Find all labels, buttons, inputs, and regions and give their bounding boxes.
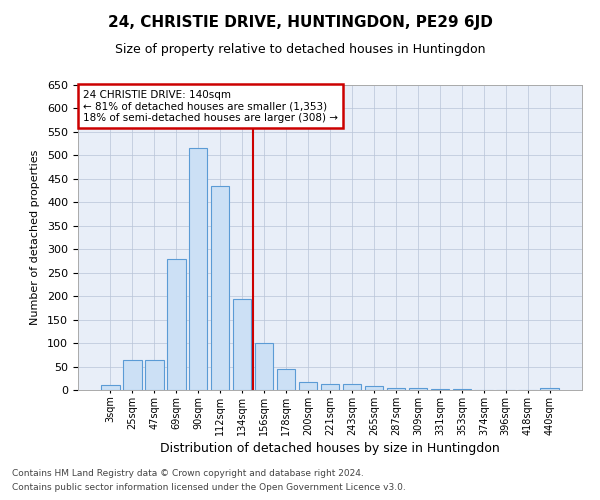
Bar — [343, 384, 361, 390]
Text: Size of property relative to detached houses in Huntingdon: Size of property relative to detached ho… — [115, 42, 485, 56]
Bar — [145, 360, 164, 390]
Y-axis label: Number of detached properties: Number of detached properties — [30, 150, 40, 325]
Bar — [365, 386, 383, 390]
Bar — [431, 388, 449, 390]
Text: Contains public sector information licensed under the Open Government Licence v3: Contains public sector information licen… — [12, 484, 406, 492]
Bar — [277, 369, 295, 390]
Bar — [299, 382, 317, 390]
Bar — [255, 343, 274, 390]
Bar — [541, 388, 559, 390]
Bar — [101, 386, 119, 390]
Bar — [452, 388, 471, 390]
Bar — [123, 360, 142, 390]
Text: Contains HM Land Registry data © Crown copyright and database right 2024.: Contains HM Land Registry data © Crown c… — [12, 468, 364, 477]
Bar — [189, 148, 208, 390]
Bar — [167, 258, 185, 390]
Bar — [320, 384, 340, 390]
Bar — [409, 388, 427, 390]
Text: 24 CHRISTIE DRIVE: 140sqm
← 81% of detached houses are smaller (1,353)
18% of se: 24 CHRISTIE DRIVE: 140sqm ← 81% of detac… — [83, 90, 338, 123]
Bar — [386, 388, 405, 390]
Text: 24, CHRISTIE DRIVE, HUNTINGDON, PE29 6JD: 24, CHRISTIE DRIVE, HUNTINGDON, PE29 6JD — [107, 15, 493, 30]
Bar — [233, 298, 251, 390]
X-axis label: Distribution of detached houses by size in Huntingdon: Distribution of detached houses by size … — [160, 442, 500, 455]
Bar — [211, 186, 229, 390]
